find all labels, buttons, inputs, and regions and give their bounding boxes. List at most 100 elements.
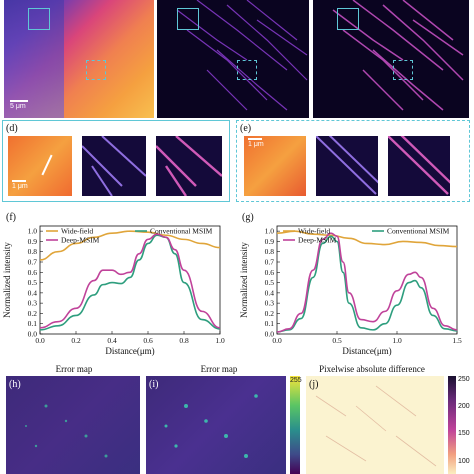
x-tick-label: 0.6 [143,336,153,345]
y-tick-label: 0.1 [28,319,38,328]
legend-label: Wide-field [61,227,93,236]
zoom-d-deep [156,136,222,196]
y-tick-label: 0.4 [265,288,275,297]
panel-g-label: (g) [242,212,254,223]
y-tick-label: 0.2 [28,309,38,318]
panel-e-label: (e) [240,123,252,134]
y-tick-label: 0.8 [265,247,275,256]
roi-box-solid [337,8,359,30]
y-tick-label: 1.0 [28,227,38,236]
series-line-0 [276,230,458,248]
series-line-0 [39,230,221,261]
y-tick-label: 0.7 [265,258,275,267]
scale-bar [12,180,26,182]
roi-box-solid [177,8,199,30]
roi-box-dashed [393,60,413,80]
colorbar-error [290,376,300,474]
profile-chart-g: 0.00.10.20.30.40.50.60.70.80.91.00.0 0.5 1… [239,225,462,356]
legend-label: Conventional MSIM [387,227,450,236]
x-tick-label: 1.5 [452,336,462,345]
filament-pattern [316,136,378,195]
colorbar-error-max: 255 [290,377,302,384]
panel-f-label: (f) [6,212,16,223]
colorbar-diff [448,376,456,474]
y-tick-label: 0.7 [28,258,38,267]
colorbar-diff-tick-2: 150 [458,430,470,437]
legend-label: Deep-MSIM [61,236,100,245]
y-tick-label: 0.5 [28,278,38,287]
panel-e-frame [236,120,470,202]
roi-box-dashed [86,60,106,80]
y-tick-label: 0.6 [265,268,275,277]
colorbar-diff-tick-0: 250 [458,376,470,383]
y-tick-label: 0.3 [265,299,275,308]
zoom-d-conventional [82,136,146,196]
deep-msim-image [313,0,469,118]
x-tick-label: 1.0 [392,336,402,345]
roi-box-solid [28,8,50,30]
y-tick-label: 0.9 [28,237,38,246]
y-tick-label: 0.6 [28,268,38,277]
panel-d-frame [2,120,230,202]
x-tick-label: 0.4 [107,336,117,345]
diff-speckle [315,385,437,467]
scale-bar-label: 1 μm [248,141,264,148]
y-axis-label: Normalized intensity [2,242,12,318]
error-map-h: (h) [6,376,140,474]
scale-bar-label: 5 μm [10,103,26,110]
y-tick-label: 0.4 [28,288,38,297]
panel-h-label: (h) [9,379,21,390]
error-map-i: (i) [146,376,286,474]
filament-pattern [388,136,450,195]
y-tick-label: 0.3 [28,299,38,308]
filament-pattern [156,136,222,196]
profile-chart-f: 0.00.10.20.30.40.50.60.70.80.91.00.0 0.2 0… [2,225,225,356]
series-line-1 [276,235,458,333]
y-tick-label: 0.8 [28,247,38,256]
y-tick-label: 0.2 [265,309,275,318]
zoom-e-conventional [316,136,378,196]
legend-label: Deep-MSIM [298,236,337,245]
scale-bar [10,100,28,102]
colorbar-diff-tick-3: 100 [458,458,470,465]
y-tick-label: 0.5 [265,278,275,287]
x-tick-label: 0.2 [71,336,81,345]
x-axis-label: Distance(μm) [342,346,391,356]
plot-frame [39,225,221,335]
x-tick-label: 1.0 [215,336,225,345]
error-speckle [164,394,258,458]
profile-line [41,154,53,176]
panel-i-title: Error map [200,364,238,374]
roi-box-dashed [237,60,257,80]
zoom-d-widefield: 1 μm [8,136,72,196]
filament-pattern [82,136,146,196]
y-tick-label: 0.0 [265,330,275,339]
y-tick-label: 0.1 [265,319,275,328]
panel-j-title: Pixelwise absolute difference [319,364,425,374]
x-tick-label: 0.0 [272,336,282,345]
zoom-e-widefield: 1 μm [244,136,306,196]
x-tick-label: 0.5 [332,336,342,345]
legend-label: Conventional MSIM [150,227,213,236]
panel-h-title: Error map [55,364,93,374]
filament-pattern [332,0,464,111]
x-axis-label: Distance(μm) [105,346,154,356]
filament-pattern [176,0,308,111]
pixelwise-diff-map: (j) [306,376,444,474]
panel-d-label: (d) [6,123,18,134]
y-tick-label: 0.0 [28,330,38,339]
zoom-e-deep [388,136,450,196]
x-tick-label: 0.8 [179,336,189,345]
error-speckle [25,404,108,458]
plot-frame [276,225,458,335]
panel-i-label: (i) [149,379,159,390]
conventional-msim-image [157,0,309,118]
y-axis-label: Normalized intensity [239,242,249,318]
scale-bar [248,138,262,140]
x-tick-label: 0.0 [35,336,45,345]
series-line-2 [276,232,458,333]
series-line-1 [39,234,221,331]
y-tick-label: 1.0 [265,227,275,236]
colorbar-diff-tick-1: 200 [458,403,470,410]
widefield-image: 5 μm [4,0,154,118]
